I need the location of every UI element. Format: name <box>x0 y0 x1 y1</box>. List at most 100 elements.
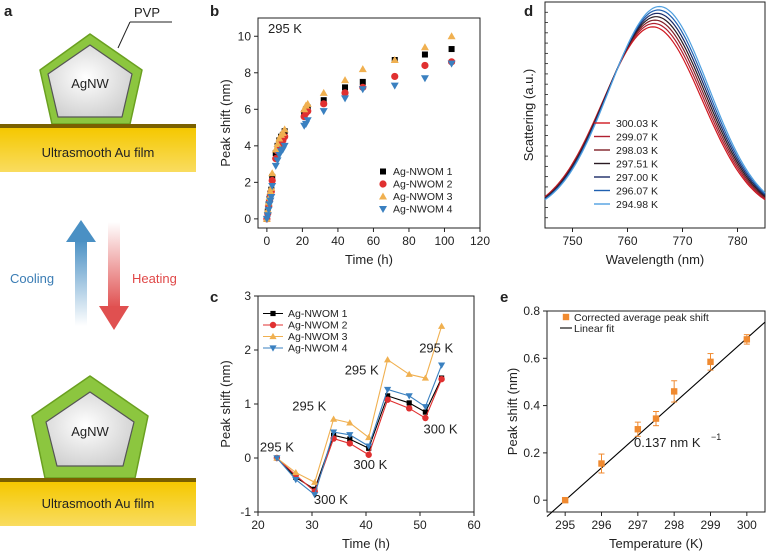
y-tick-label: 0.2 <box>523 446 540 460</box>
y-axis-label: Peak shift (nm) <box>505 368 520 455</box>
data-point <box>319 88 328 96</box>
series-line <box>544 12 766 200</box>
x-tick-label: 60 <box>467 518 481 532</box>
au-film-bottom: Ultrasmooth Au film <box>0 478 196 526</box>
series-line <box>544 16 766 199</box>
legend-entry: Ag-NWOM 4 <box>393 204 453 216</box>
series-line <box>276 377 443 491</box>
chart-d: 750 760 770 780 Wavelength (nm) Scattering (a… <box>521 1 766 267</box>
data-point <box>268 183 277 190</box>
legend-entry: Ag-NWOM 2 <box>393 179 453 191</box>
data-point <box>390 82 399 90</box>
x-tick-label: 295 <box>555 518 575 532</box>
x-axis-label: Time (h) <box>342 536 390 551</box>
data-point <box>341 89 349 97</box>
x-axis-label: Temperature (K) <box>609 536 703 551</box>
data-point <box>311 492 319 499</box>
legend-marker <box>379 192 387 200</box>
x-tick-label: 297 <box>628 518 648 532</box>
data-point <box>652 415 660 422</box>
data-point <box>341 95 350 103</box>
data-point <box>448 46 455 53</box>
data-point <box>743 336 751 343</box>
data-point <box>385 393 391 399</box>
x-tick-label: 770 <box>672 234 692 248</box>
data-point <box>384 396 391 403</box>
data-point <box>406 405 413 412</box>
data-point <box>266 187 275 195</box>
data-point <box>278 129 287 137</box>
data-point <box>406 400 412 406</box>
data-point <box>271 162 280 170</box>
data-point <box>359 78 366 85</box>
data-point <box>390 56 399 63</box>
data-point <box>598 460 605 467</box>
data-point <box>273 157 282 165</box>
data-point <box>421 51 428 58</box>
x-tick-label: 296 <box>591 518 611 532</box>
pvp-pointer <box>117 21 131 49</box>
data-point <box>280 142 289 150</box>
legend-entry: 297.51 K <box>616 159 658 171</box>
nanowire-top: AgNW PVP <box>39 5 172 125</box>
y-tick-label: 0 <box>244 212 251 226</box>
y-tick-label: 6 <box>244 102 251 116</box>
series-line <box>544 9 766 200</box>
data-point <box>346 440 353 447</box>
chart-b: 0 20 40 60 80 100 120 0 2 4 6 8 10 Time (h) Peak shift… <box>210 3 490 267</box>
panel-label-e: e <box>500 289 508 306</box>
chart-e: 295 296 297 298 299 300 0 0.2 0.4 0.6 0.8 Temperatu… <box>500 289 766 551</box>
data-point <box>271 145 280 153</box>
data-point <box>405 393 413 400</box>
y-tick-label: 4 <box>244 139 251 153</box>
x-tick-label: 30 <box>305 518 319 532</box>
data-point <box>420 75 429 83</box>
data-point <box>267 193 276 201</box>
x-tick-label: 40 <box>359 518 373 532</box>
data-point <box>358 86 367 94</box>
y-tick-label: 0 <box>533 493 540 507</box>
legend-marker <box>269 321 277 329</box>
data-point <box>670 388 678 395</box>
y-tick-label: 10 <box>238 29 252 43</box>
chart-annotation: 300 K <box>314 492 348 507</box>
legend-marker <box>562 313 570 321</box>
legend-entry: 294.98 K <box>616 199 658 211</box>
x-axis-label: Wavelength (nm) <box>606 252 705 267</box>
au-film-top: Ultrasmooth Au film <box>0 124 196 172</box>
series-line <box>276 364 443 496</box>
x-tick-label: 100 <box>434 234 454 248</box>
legend-marker <box>269 345 277 352</box>
data-point <box>280 125 289 133</box>
data-point <box>319 108 328 116</box>
legend-entry: 297.00 K <box>616 172 658 184</box>
legend-entry: Ag-NWOM 3 <box>288 331 348 343</box>
plot-frame <box>546 310 766 513</box>
cooling-arrow: Cooling <box>10 220 96 326</box>
cooling-label: Cooling <box>10 271 54 286</box>
legend-entry: Ag-NWOM 4 <box>288 343 348 355</box>
y-tick-label: 2 <box>244 175 251 189</box>
data-point <box>421 374 429 381</box>
data-point <box>384 356 392 363</box>
agnw-label-top: AgNW <box>71 76 109 91</box>
legend-entry: 298.03 K <box>616 145 658 157</box>
agnw-label-bottom: AgNW <box>71 424 109 439</box>
legend-entry: 296.07 K <box>616 186 658 198</box>
data-point <box>421 404 429 411</box>
y-tick-label: 8 <box>244 66 251 80</box>
chart-annotation: 295 K <box>260 440 294 455</box>
legend-entry: Ag-NWOM 2 <box>288 320 348 332</box>
data-point <box>707 358 714 366</box>
x-tick-label: 50 <box>413 518 427 532</box>
data-point <box>266 197 275 205</box>
data-point <box>320 97 327 104</box>
x-tick-label: 80 <box>402 234 416 248</box>
data-point <box>358 65 367 73</box>
data-point <box>365 443 373 450</box>
x-tick-label: 750 <box>562 234 582 248</box>
series-line <box>276 326 443 484</box>
data-point <box>438 362 446 369</box>
data-point <box>346 432 354 439</box>
